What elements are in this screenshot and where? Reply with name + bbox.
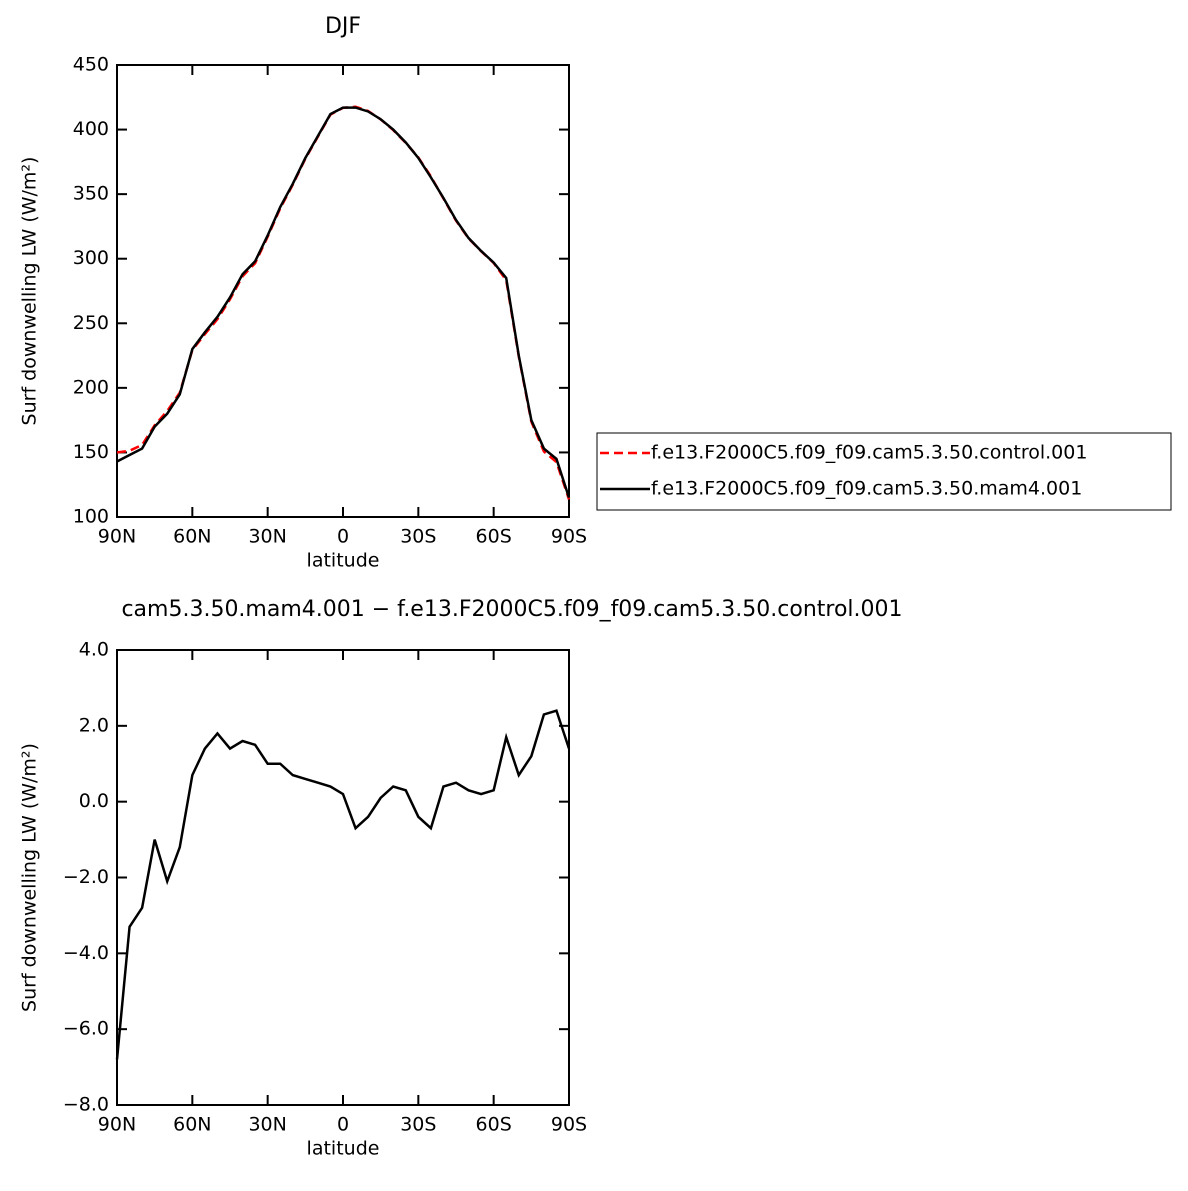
chart-title: DJF (325, 14, 361, 39)
x-tick-label: 90S (551, 526, 587, 548)
x-tick-label: 60S (476, 1114, 512, 1136)
chart-title: cam5.3.50.mam4.001 − f.e13.F2000C5.f09_f… (121, 597, 902, 622)
legend-label: f.e13.F2000C5.f09_f09.cam5.3.50.control.… (651, 442, 1087, 464)
y-tick-label: 0.0 (79, 790, 109, 812)
y-axis-label: Surf downwelling LW (W/m²) (19, 743, 41, 1012)
x-tick-label: 30S (400, 526, 436, 548)
y-tick-label: 150 (73, 441, 109, 463)
plot-frame (116, 649, 570, 1106)
y-tick-label: 400 (73, 118, 109, 140)
legend-box (596, 432, 1172, 511)
y-tick-label: −6.0 (63, 1018, 109, 1040)
y-tick-label: −8.0 (63, 1094, 109, 1116)
x-tick-label: 0 (337, 1114, 349, 1136)
x-tick-label: 90N (98, 526, 136, 548)
x-axis-label: latitude (307, 1138, 380, 1160)
x-tick-label: 60S (476, 526, 512, 548)
x-tick-label: 60N (173, 1114, 211, 1136)
data-line (115, 709, 571, 1060)
data-line (116, 105, 571, 500)
y-tick-label: −2.0 (63, 866, 109, 888)
x-tick-label: 60N (173, 526, 211, 548)
y-tick-label: 200 (73, 376, 109, 398)
legend-label: f.e13.F2000C5.f09_f09.cam5.3.50.mam4.001 (651, 478, 1082, 500)
x-tick-label: 90N (98, 1114, 136, 1136)
data-line (116, 106, 571, 499)
x-tick-label: 0 (337, 526, 349, 548)
y-tick-label: −4.0 (63, 942, 109, 964)
y-tick-label: 250 (73, 312, 109, 334)
y-tick-label: 300 (73, 247, 109, 269)
x-axis-label: latitude (307, 550, 380, 572)
y-tick-label: 4.0 (79, 639, 109, 661)
plot-frame (116, 64, 570, 518)
y-tick-label: 450 (73, 54, 109, 76)
x-tick-label: 90S (551, 1114, 587, 1136)
y-tick-label: 100 (73, 506, 109, 528)
y-tick-label: 2.0 (79, 714, 109, 736)
x-tick-label: 30N (248, 1114, 286, 1136)
y-tick-label: 350 (73, 183, 109, 205)
y-axis-label: Surf downwelling LW (W/m²) (19, 157, 41, 426)
x-tick-label: 30N (248, 526, 286, 548)
x-tick-label: 30S (400, 1114, 436, 1136)
